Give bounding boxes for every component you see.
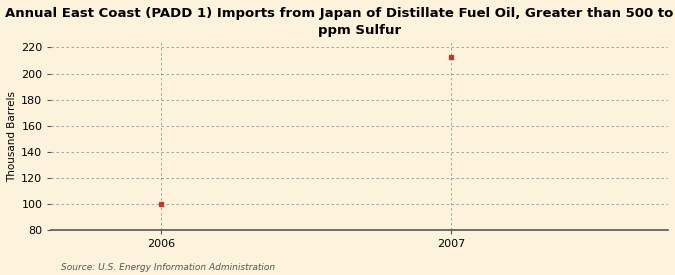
Y-axis label: Thousand Barrels: Thousand Barrels <box>7 90 17 182</box>
Title: Annual East Coast (PADD 1) Imports from Japan of Distillate Fuel Oil, Greater th: Annual East Coast (PADD 1) Imports from … <box>5 7 675 37</box>
Text: Source: U.S. Energy Information Administration: Source: U.S. Energy Information Administ… <box>61 263 275 272</box>
